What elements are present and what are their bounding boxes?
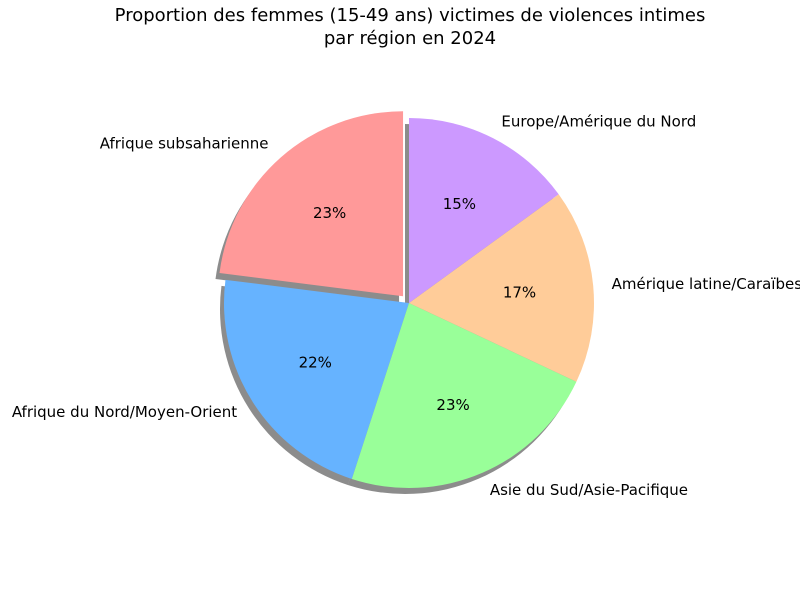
category-label-amerique-latine-caraibes: Amérique latine/Caraïbes xyxy=(612,275,800,293)
category-label-afrique-subsaharienne: Afrique subsaharienne xyxy=(100,135,269,153)
percent-label-afrique-du-nord-moyen-orient: 22% xyxy=(299,353,332,371)
percent-label-asie-du-sud-asie-pacifique: 23% xyxy=(436,396,469,414)
pie-slice-afrique-du-nord-moyen-orient xyxy=(224,279,409,479)
percent-label-afrique-subsaharienne: 23% xyxy=(313,204,346,222)
category-label-asie-du-sud-asie-pacifique: Asie du Sud/Asie-Pacifique xyxy=(490,481,688,499)
pie-slice-amerique-latine-caraibes xyxy=(409,194,594,382)
category-label-afrique-du-nord-moyen-orient: Afrique du Nord/Moyen-Orient xyxy=(12,403,237,421)
chart-title-line-1: Proportion des femmes (15-49 ans) victim… xyxy=(114,5,706,26)
category-label-europe-amerique-du-nord: Europe/Amérique du Nord xyxy=(501,113,696,131)
pie-slice-asie-du-sud-asie-pacifique xyxy=(351,303,577,488)
pie-slice-afrique-subsaharienne xyxy=(219,111,404,297)
pie-slice-europe-amerique-du-nord xyxy=(409,118,559,303)
chart-title-line-2: par région en 2024 xyxy=(323,28,497,49)
percent-label-europe-amerique-du-nord: 15% xyxy=(443,195,476,213)
percent-label-amerique-latine-caraibes: 17% xyxy=(503,284,536,302)
